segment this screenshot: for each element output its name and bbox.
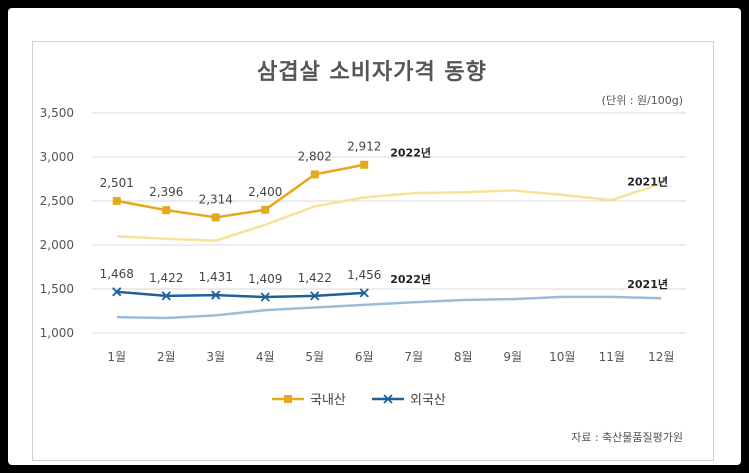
data-label: 2,400 bbox=[248, 185, 282, 199]
data-label: 1,456 bbox=[347, 268, 381, 282]
series-line bbox=[116, 290, 365, 299]
data-point bbox=[211, 290, 221, 300]
image-frame bbox=[8, 8, 741, 465]
x-tick-label: 12월 bbox=[648, 350, 674, 364]
data-label: 1,468 bbox=[100, 267, 134, 281]
x-tick-label: 8월 bbox=[454, 350, 473, 364]
source-note: 자료 : 축산물품질평가원 bbox=[571, 431, 683, 444]
data-point bbox=[112, 287, 122, 297]
x-tick-label: 6월 bbox=[355, 350, 374, 364]
data-label: 2,396 bbox=[149, 185, 183, 199]
x-tick-label: 9월 bbox=[503, 350, 522, 364]
x-tick-label: 10월 bbox=[549, 350, 575, 364]
data-label: 1,409 bbox=[248, 272, 282, 286]
series-line bbox=[116, 163, 365, 219]
data-point bbox=[162, 206, 171, 215]
year-label-domestic-2022: 2022년 bbox=[390, 146, 431, 160]
y-tick-label: 2,000 bbox=[40, 238, 74, 252]
chart-area bbox=[32, 41, 714, 461]
data-label: 1,422 bbox=[298, 271, 332, 285]
data-label: 2,314 bbox=[199, 192, 233, 206]
data-point bbox=[310, 291, 320, 301]
series-line bbox=[116, 182, 662, 242]
x-tick-label: 4월 bbox=[256, 350, 275, 364]
data-point bbox=[261, 205, 270, 214]
y-tick-label: 2,500 bbox=[40, 194, 74, 208]
data-point bbox=[360, 160, 369, 169]
y-tick-label: 3,500 bbox=[40, 106, 74, 120]
data-point bbox=[359, 288, 369, 298]
legend-imported-marker bbox=[383, 394, 393, 404]
y-tick-label: 3,000 bbox=[40, 150, 74, 164]
y-tick-label: 1,000 bbox=[40, 326, 74, 340]
year-label-imported-2021: 2021년 bbox=[627, 277, 668, 291]
legend-domestic-marker bbox=[284, 395, 292, 403]
unit-note: (단위 : 원/100g) bbox=[602, 94, 683, 107]
x-tick-label: 5월 bbox=[305, 350, 324, 364]
series-line bbox=[116, 295, 662, 320]
chart-title: 삼겹살 소비자가격 동향 bbox=[257, 60, 487, 85]
data-label: 1,431 bbox=[199, 270, 233, 284]
data-point bbox=[161, 291, 171, 301]
data-point bbox=[310, 170, 319, 179]
x-tick-label: 1월 bbox=[107, 350, 126, 364]
data-label: 2,802 bbox=[298, 149, 332, 163]
data-point bbox=[211, 213, 220, 222]
x-tick-label: 11월 bbox=[599, 350, 625, 364]
year-label-domestic-2021: 2021년 bbox=[627, 174, 668, 188]
x-tick-label: 3월 bbox=[206, 350, 225, 364]
legend-domestic-label: 국내산 bbox=[310, 393, 346, 408]
x-tick-label: 2월 bbox=[157, 350, 176, 364]
data-point bbox=[112, 196, 121, 205]
year-label-imported-2022: 2022년 bbox=[390, 272, 431, 286]
x-tick-label: 7월 bbox=[404, 350, 423, 364]
data-label: 2,501 bbox=[100, 176, 134, 190]
legend-imported-label: 외국산 bbox=[410, 393, 446, 408]
y-tick-label: 1,500 bbox=[40, 282, 74, 296]
data-label: 2,912 bbox=[347, 140, 381, 154]
data-label: 1,422 bbox=[149, 271, 183, 285]
data-point bbox=[260, 292, 270, 302]
